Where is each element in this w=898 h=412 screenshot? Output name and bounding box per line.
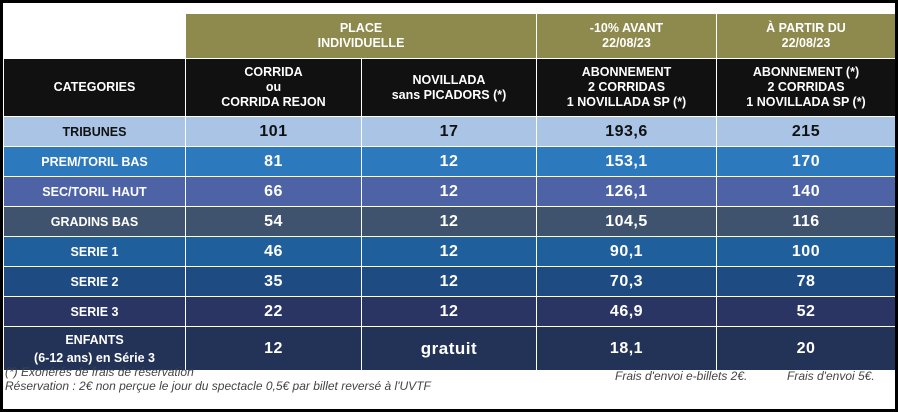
header-row-periods: PLACE INDIVIDUELLE -10% AVANT 22/08/23 À… <box>3 13 895 59</box>
table-row: GRADINS BAS 54 12 104,5 116 <box>3 206 895 237</box>
category-cell: ENFANTS (6-12 ans) en Série 3 <box>3 326 186 371</box>
header-apartir-text: À PARTIR DU 22/08/23 <box>766 21 846 50</box>
novillada-price: 12 <box>361 266 537 297</box>
category-cell: SERIE 1 <box>3 236 186 267</box>
abonnement-avant-price: 70,3 <box>536 266 717 297</box>
category-label: GRADINS BAS <box>50 214 139 229</box>
header-avant: -10% AVANT 22/08/23 <box>536 13 717 59</box>
col-header-abonnement-avant-text: ABONNEMENT 2 CORRIDAS 1 NOVILLADA SP (*) <box>566 65 687 109</box>
fee-envoi: Frais d'envoi 5€. <box>787 369 875 383</box>
table-row: PREM/TORIL BAS 81 12 153,1 170 <box>3 146 895 177</box>
abonnement-avant-price: 90,1 <box>536 236 717 267</box>
abonnement-apartir-price: 140 <box>716 176 895 207</box>
corrida-price: 22 <box>185 296 362 327</box>
corrida-price: 35 <box>185 266 362 297</box>
header-row-columns: CATEGORIES CORRIDA ou CORRIDA REJON NOVI… <box>3 58 895 117</box>
corrida-price: 81 <box>185 146 362 177</box>
category-label: PREM/TORIL BAS <box>41 154 148 169</box>
category-cell: SEC/TORIL HAUT <box>3 176 186 207</box>
col-header-corrida: CORRIDA ou CORRIDA REJON <box>185 58 362 117</box>
col-header-corrida-text: CORRIDA ou CORRIDA REJON <box>221 65 326 109</box>
abonnement-avant-price: 104,5 <box>536 206 717 237</box>
table-row: SERIE 3 22 12 46,9 52 <box>3 296 895 327</box>
table-row: SERIE 1 46 12 90,1 100 <box>3 236 895 267</box>
table-row: TRIBUNES 101 17 193,6 215 <box>3 116 895 147</box>
table-row: SERIE 2 35 12 70,3 78 <box>3 266 895 297</box>
price-table: PLACE INDIVIDUELLE -10% AVANT 22/08/23 À… <box>3 13 895 371</box>
col-header-abonnement-apartir-text: ABONNEMENT (*) 2 CORRIDAS 1 NOVILLADA SP… <box>746 65 866 109</box>
abonnement-avant-price: 18,1 <box>536 326 717 371</box>
corrida-price: 66 <box>185 176 362 207</box>
col-header-novillada: NOVILLADA sans PICADORS (*) <box>361 58 537 117</box>
novillada-price: 17 <box>361 116 537 147</box>
header-apartir: À PARTIR DU 22/08/23 <box>716 13 895 59</box>
corrida-price: 12 <box>185 326 362 371</box>
price-table-panel: PLACE INDIVIDUELLE -10% AVANT 22/08/23 À… <box>3 3 895 409</box>
fee-ebillets: Frais d'envoi e-billets 2€. <box>615 369 748 383</box>
abonnement-apartir-price: 20 <box>716 326 895 371</box>
abonnement-apartir-price: 78 <box>716 266 895 297</box>
category-label: TRIBUNES <box>62 124 127 139</box>
novillada-price: 12 <box>361 296 537 327</box>
col-header-categories: CATEGORIES <box>3 58 186 117</box>
novillada-price: 12 <box>361 236 537 267</box>
category-label: SERIE 3 <box>70 304 119 319</box>
abonnement-apartir-price: 100 <box>716 236 895 267</box>
header-avant-text: -10% AVANT 22/08/23 <box>589 21 664 50</box>
novillada-price: 12 <box>361 206 537 237</box>
footnote-exoneres: (*) Exonérés de frais de réservation <box>5 365 194 379</box>
novillada-price: 12 <box>361 176 537 207</box>
category-label: SEC/TORIL HAUT <box>42 184 147 199</box>
abonnement-apartir-price: 52 <box>716 296 895 327</box>
category-label: ENFANTS (6-12 ans) en Série 3 <box>34 332 155 365</box>
abonnement-apartir-price: 170 <box>716 146 895 177</box>
category-cell: GRADINS BAS <box>3 206 186 237</box>
table-row: SEC/TORIL HAUT 66 12 126,1 140 <box>3 176 895 207</box>
category-label: SERIE 1 <box>70 244 119 259</box>
footnote-reservation: Réservation : 2€ non perçue le jour du s… <box>5 379 431 393</box>
novillada-price: 12 <box>361 146 537 177</box>
category-cell: TRIBUNES <box>3 116 186 147</box>
abonnement-avant-price: 126,1 <box>536 176 717 207</box>
abonnement-avant-price: 46,9 <box>536 296 717 327</box>
abonnement-avant-price: 153,1 <box>536 146 717 177</box>
col-header-categories-text: CATEGORIES <box>53 80 136 94</box>
col-header-abonnement-apartir: ABONNEMENT (*) 2 CORRIDAS 1 NOVILLADA SP… <box>716 58 895 117</box>
novillada-price: gratuit <box>361 326 537 371</box>
col-header-novillada-text: NOVILLADA sans PICADORS (*) <box>391 72 507 102</box>
corrida-price: 101 <box>185 116 362 147</box>
table-row: ENFANTS (6-12 ans) en Série 3 12 gratuit… <box>3 326 895 371</box>
corrida-price: 54 <box>185 206 362 237</box>
header-place-individuelle: PLACE INDIVIDUELLE <box>185 13 537 59</box>
header-blank-cell <box>3 13 186 59</box>
category-cell: SERIE 2 <box>3 266 186 297</box>
abonnement-apartir-price: 116 <box>716 206 895 237</box>
abonnement-apartir-price: 215 <box>716 116 895 147</box>
category-cell: SERIE 3 <box>3 296 186 327</box>
header-place-individuelle-text: PLACE INDIVIDUELLE <box>317 21 405 50</box>
corrida-price: 46 <box>185 236 362 267</box>
abonnement-avant-price: 193,6 <box>536 116 717 147</box>
col-header-abonnement-avant: ABONNEMENT 2 CORRIDAS 1 NOVILLADA SP (*) <box>536 58 717 117</box>
category-cell: PREM/TORIL BAS <box>3 146 186 177</box>
category-label: SERIE 2 <box>70 274 119 289</box>
